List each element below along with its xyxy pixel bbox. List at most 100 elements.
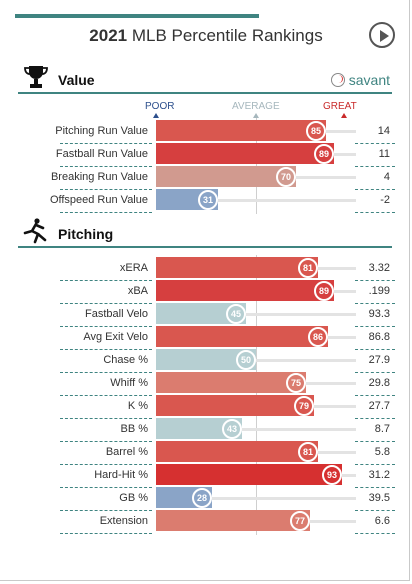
percentile-track [156,199,356,202]
value-divider [355,189,395,190]
table-row: Breaking Run Value 70 4 [15,166,395,190]
percentile-bar [156,464,342,485]
percentile-bar [156,349,256,370]
percentile-bubble[interactable]: 79 [294,396,314,416]
percentile-bar [156,395,314,416]
percentile-bubble[interactable]: 81 [298,442,318,462]
percentile-bubble[interactable]: 70 [276,167,296,187]
value-divider [355,510,395,511]
metric-name: xERA [119,262,148,274]
table-row: Barrel % 81 5.8 [15,441,395,465]
percentile-bubble[interactable]: 93 [322,465,342,485]
row-divider [60,533,152,534]
metric-value: 39.5 [368,492,390,504]
percentile-bubble[interactable]: 89 [314,144,334,164]
scale-average: AVERAGE [232,101,280,112]
play-icon[interactable] [369,22,395,48]
row-divider [60,372,152,373]
percentile-bar [156,280,334,301]
value-divider [355,326,395,327]
percentile-track [156,428,356,431]
title-year: 2021 [89,26,128,45]
percentile-bubble[interactable]: 50 [236,350,256,370]
row-divider [60,303,152,304]
metric-value: 93.3 [368,308,390,320]
percentile-bubble[interactable]: 86 [308,327,328,347]
metric-name: xBA [127,285,148,297]
percentile-bar [156,303,246,324]
percentile-bar [156,372,306,393]
scale-poor-marker [153,113,159,118]
metric-value: 4 [383,171,390,183]
value-divider [355,166,395,167]
percentile-bubble[interactable]: 81 [298,258,318,278]
table-row: Avg Exit Velo 86 86.8 [15,326,395,350]
metric-name: Barrel % [105,446,148,458]
table-row: K % 79 27.7 [15,395,395,419]
percentile-bubble[interactable]: 28 [192,488,212,508]
pitching-section-header: Pitching [18,218,392,248]
percentile-bar [156,418,242,439]
percentile-bubble[interactable]: 43 [222,419,242,439]
metric-name: Fastball Run Value [55,148,148,160]
table-row: Whiff % 75 29.8 [15,372,395,396]
scale-great-marker [341,113,347,118]
metric-value: 31.2 [368,469,390,481]
percentile-bubble[interactable]: 77 [290,511,310,531]
metric-value: -2 [380,194,390,206]
row-divider [60,349,152,350]
value-section-header: Value savant [18,64,392,94]
pitching-section-label: Pitching [58,226,114,242]
metric-name: Avg Exit Velo [83,331,148,343]
table-row: Pitching Run Value 85 14 [15,120,395,144]
metric-value: .199 [368,285,390,297]
metric-value: 8.7 [374,423,390,435]
row-divider [60,464,152,465]
percentile-bubble[interactable]: 31 [198,190,218,210]
table-row: Fastball Velo 45 93.3 [15,303,395,327]
metric-name: Whiff % [110,377,148,389]
metric-value: 11 [378,148,390,160]
value-divider [355,533,395,534]
table-row: Extension 77 6.6 [15,510,395,534]
metric-name: Fastball Velo [85,308,148,320]
value-section-label: Value [58,72,95,88]
row-divider [60,441,152,442]
percentile-bubble[interactable]: 89 [314,281,334,301]
value-divider [355,418,395,419]
percentile-bar [156,441,318,462]
metric-name: BB % [120,423,148,435]
value-section-divider [18,92,392,94]
metric-name: Chase % [103,354,148,366]
value-divider [355,372,395,373]
row-divider [60,395,152,396]
percentile-bubble[interactable]: 45 [226,304,246,324]
pitcher-icon [23,218,47,244]
value-divider [355,349,395,350]
savant-logo[interactable]: savant [330,72,390,88]
percentile-bar [156,120,326,141]
percentile-bar [156,326,328,347]
metric-name: Hard-Hit % [94,469,148,481]
row-divider [60,487,152,488]
metric-name: Offspeed Run Value [49,194,148,206]
percentile-bubble[interactable]: 85 [306,121,326,141]
metric-value: 86.8 [368,331,390,343]
table-row: Chase % 50 27.9 [15,349,395,373]
table-row: Hard-Hit % 93 31.2 [15,464,395,488]
table-row: BB % 43 8.7 [15,418,395,442]
metric-value: 27.9 [368,354,390,366]
baseball-icon [330,73,345,87]
percentile-bubble[interactable]: 75 [286,373,306,393]
percentile-track [156,359,356,362]
metric-value: 6.6 [374,515,390,527]
table-row: xBA 89 .199 [15,280,395,304]
table-row: Offspeed Run Value 31 -2 [15,189,395,213]
percentile-bar [156,257,318,278]
table-row: Fastball Run Value 89 11 [15,143,395,167]
pitching-section-divider [18,246,392,248]
percentile-bar [156,166,296,187]
metric-value: 27.7 [368,400,390,412]
value-divider [355,143,395,144]
